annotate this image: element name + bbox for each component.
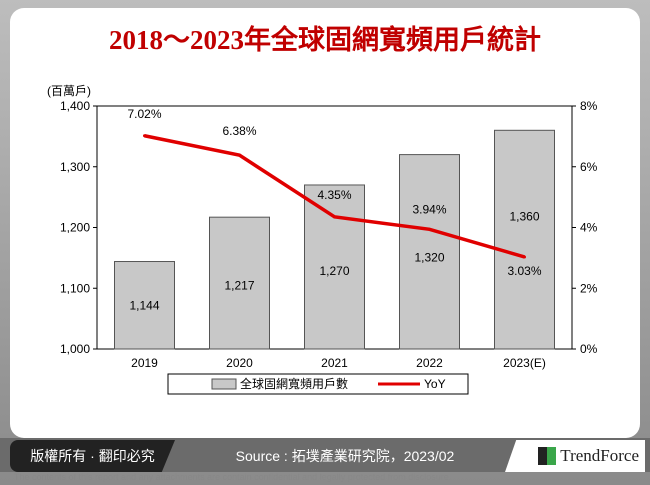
bar-label: 1,217 — [224, 279, 254, 293]
yoy-point — [238, 153, 241, 157]
bar — [304, 184, 365, 350]
y2-tick-label: 2% — [580, 281, 598, 295]
legend-label: YoY — [424, 377, 446, 391]
bar — [209, 216, 270, 350]
chart-title: 2018～2023年全球固網寬頻用戶統計 — [109, 25, 541, 55]
bar — [494, 129, 555, 350]
legend-swatch-bar — [211, 378, 237, 390]
y-tick-label: 1,300 — [60, 160, 90, 174]
bar — [114, 261, 175, 350]
yoy-label: 3.94% — [412, 202, 446, 216]
x-tick-label: 2022 — [416, 356, 443, 370]
legend-label: 全球固網寬頻用戶數 — [240, 376, 348, 391]
x-tick-label: 2020 — [226, 356, 253, 370]
yoy-point — [428, 227, 431, 231]
yoy-point — [523, 255, 526, 259]
bar-label: 1,270 — [319, 264, 349, 278]
disclaimer: The contents of this report and any atta… — [14, 472, 452, 482]
yoy-label: 7.02% — [127, 107, 161, 121]
y-tick-label: 1,000 — [60, 342, 90, 356]
y-tick-label: 1,200 — [60, 221, 90, 235]
bar-label: 1,320 — [414, 251, 444, 265]
y-tick-label: 1,100 — [60, 281, 90, 295]
y2-tick-label: 8% — [580, 99, 598, 113]
x-tick-label: 2019 — [131, 356, 158, 370]
y-tick-label: 1,400 — [60, 99, 90, 113]
trendforce-logo: TrendForce — [505, 440, 645, 472]
x-tick-label: 2021 — [321, 356, 348, 370]
y-axis-label: (百萬戶) — [47, 84, 91, 98]
yoy-label: 3.03% — [507, 264, 541, 278]
x-tick-label: 2023(E) — [503, 356, 546, 370]
y2-tick-label: 0% — [580, 342, 598, 356]
yoy-label: 4.35% — [317, 188, 351, 202]
yoy-point — [333, 215, 336, 219]
logo-mark-icon — [538, 447, 557, 465]
yoy-point — [143, 134, 146, 138]
yoy-label: 6.38% — [222, 124, 256, 138]
brand: TrendForce — [560, 446, 639, 465]
bar — [399, 154, 460, 350]
legend — [167, 373, 469, 395]
bar-label: 1,144 — [129, 299, 159, 313]
y2-tick-label: 4% — [580, 221, 598, 235]
source: Source : 拓墣產業研究院，2023/02 — [235, 448, 455, 464]
bar-label: 1,360 — [509, 210, 539, 224]
y2-tick-label: 6% — [580, 160, 598, 174]
copyright: 版權所有 · 翻印必究 — [10, 440, 175, 472]
